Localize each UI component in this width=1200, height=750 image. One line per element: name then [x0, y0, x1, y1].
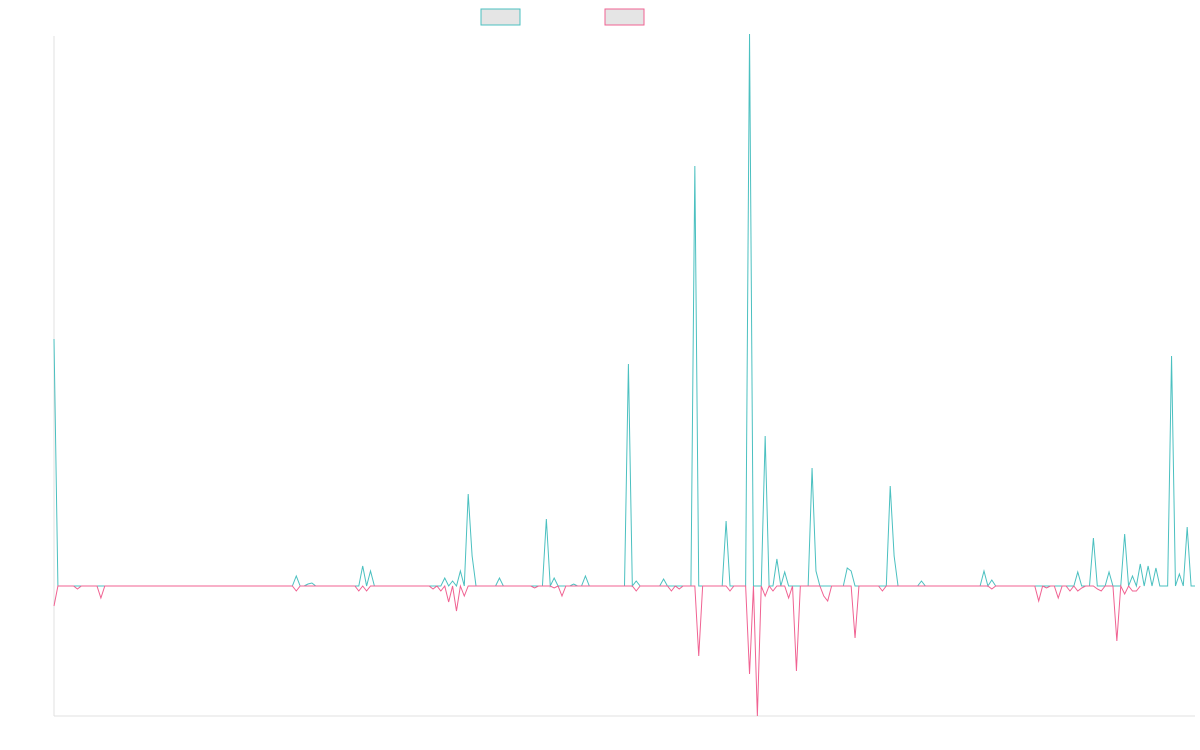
legend: [480, 8, 645, 26]
series-line-2: [53, 584, 1141, 717]
axes: [53, 36, 1195, 717]
series-layer: [53, 33, 1195, 717]
legend-swatch-1: [480, 8, 521, 26]
series-line-1: [53, 33, 1195, 588]
legend-swatch-2: [604, 8, 645, 26]
